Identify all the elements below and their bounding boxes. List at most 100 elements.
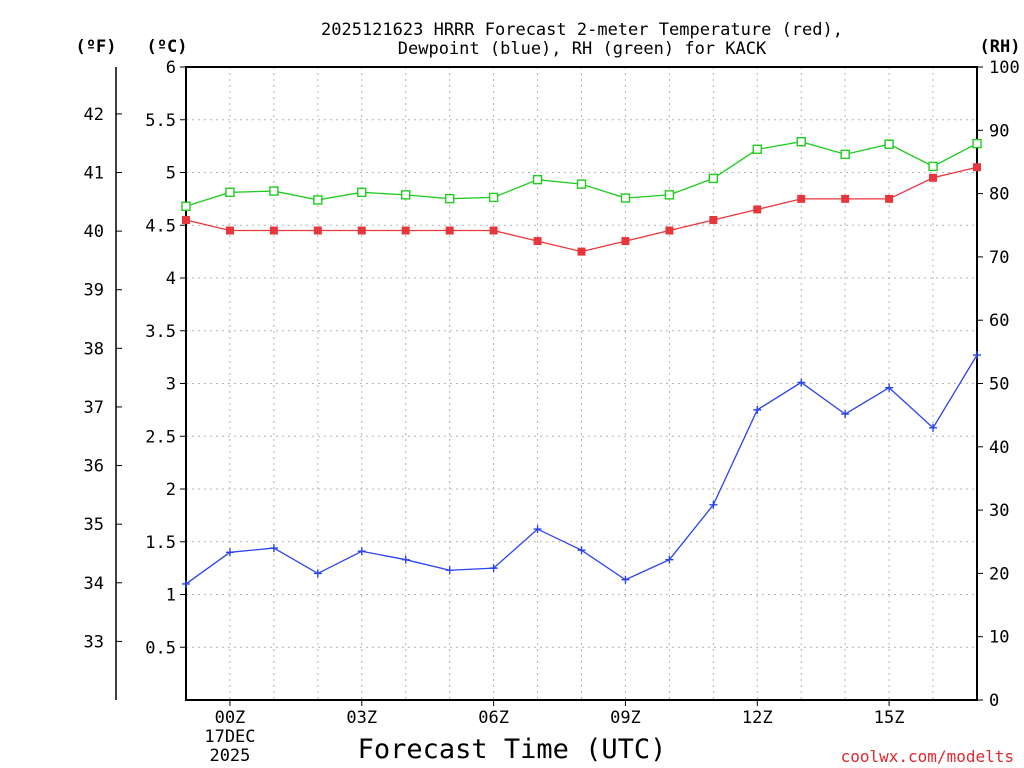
dewpoint-point xyxy=(533,525,542,534)
celsius-tick-label: 4.5 xyxy=(145,216,176,236)
dewpoint-point xyxy=(357,547,366,556)
x-date-label: 17DEC xyxy=(204,727,255,747)
rh-tick-label: 0 xyxy=(989,691,999,711)
dewpoint-point xyxy=(489,564,498,573)
celsius-tick-label: 3 xyxy=(166,375,176,395)
dewpoint-point xyxy=(401,555,410,564)
temperature-point xyxy=(269,226,278,235)
temperature-point xyxy=(225,226,234,235)
fahrenheit-unit-label: (ºF) xyxy=(76,37,117,57)
rh-point xyxy=(444,193,455,204)
temperature-point xyxy=(533,237,542,246)
fahrenheit-tick-label: 39 xyxy=(84,281,104,301)
series-rh xyxy=(181,136,982,211)
rh-point xyxy=(401,190,411,200)
watermark: coolwx.com/modelts xyxy=(841,747,1014,766)
dewpoint-point xyxy=(269,544,278,553)
rh-point xyxy=(840,149,850,160)
rh-tick-label: 70 xyxy=(989,248,1009,268)
fahrenheit-tick-label: 42 xyxy=(84,105,104,125)
celsius-tick-label: 0.5 xyxy=(145,638,176,658)
dewpoint-point xyxy=(929,423,938,432)
rh-point xyxy=(752,144,762,154)
rh-point xyxy=(620,193,631,203)
fahrenheit-tick-label: 38 xyxy=(84,339,104,359)
rh-tick-label: 20 xyxy=(989,564,1009,584)
fahrenheit-tick-label: 40 xyxy=(84,222,104,242)
fahrenheit-tick-label: 35 xyxy=(84,515,104,535)
celsius-tick-label: 5.5 xyxy=(145,111,176,131)
rh-point xyxy=(664,190,675,200)
chart-title-line-1: 2025121623 HRRR Forecast 2-meter Tempera… xyxy=(321,20,843,40)
temperature-point xyxy=(885,194,894,203)
x-tick-label: 15Z xyxy=(874,708,905,728)
temperature-point xyxy=(709,215,718,224)
temperature-point xyxy=(577,247,586,256)
fahrenheit-tick-label: 33 xyxy=(84,632,104,652)
x-axis-label: Forecast Time (UTC) xyxy=(358,734,667,765)
data-series xyxy=(181,136,982,588)
rh-point xyxy=(488,192,499,203)
x-tick-label: 06Z xyxy=(478,708,509,728)
rh-point xyxy=(576,179,587,189)
rh-tick-label: 100 xyxy=(989,58,1020,78)
series-dewpoint xyxy=(182,351,981,588)
temperature-point xyxy=(753,205,762,214)
dewpoint-point xyxy=(577,546,586,555)
rh-unit-label: (RH) xyxy=(980,37,1021,57)
rh-point xyxy=(884,139,894,149)
x-tick-label: 12Z xyxy=(742,708,773,728)
dewpoint-point xyxy=(621,575,630,584)
fahrenheit-tick-label: 37 xyxy=(84,398,104,418)
dewpoint-point xyxy=(797,378,806,387)
rh-tick-label: 90 xyxy=(989,121,1009,141)
celsius-tick-label: 2.5 xyxy=(145,427,176,447)
celsius-tick-label: 2 xyxy=(166,480,176,500)
x-tick-label: 00Z xyxy=(215,708,246,728)
dewpoint-point xyxy=(841,410,850,419)
rh-tick-label: 60 xyxy=(989,311,1009,331)
temperature-point xyxy=(973,163,981,172)
temperature-point xyxy=(841,194,850,203)
temperature-point xyxy=(313,226,322,235)
rh-point xyxy=(225,187,235,198)
celsius-tick-label: 6 xyxy=(166,58,176,78)
axes: 0.5 1 1.5 2 2.5 3 3.5 4 4.5 5 5.5 6 33 34 35 36 37 38 39 40… xyxy=(84,58,1020,766)
rh-point xyxy=(928,161,938,172)
dewpoint-point xyxy=(709,500,718,509)
temperature-point xyxy=(401,226,410,235)
rh-point xyxy=(269,186,279,196)
rh-point xyxy=(532,174,543,185)
celsius-tick-label: 1.5 xyxy=(145,533,176,553)
dewpoint-point xyxy=(885,383,894,392)
dewpoint-point xyxy=(445,566,454,575)
rh-tick-label: 80 xyxy=(989,185,1009,205)
dewpoint-point xyxy=(753,405,762,414)
fahrenheit-tick-label: 36 xyxy=(84,457,104,477)
temperature-point xyxy=(797,194,806,203)
rh-tick-label: 30 xyxy=(989,501,1009,521)
dewpoint-point xyxy=(182,579,190,588)
temperature-point xyxy=(621,237,630,246)
rh-point xyxy=(972,138,982,149)
x-tick-label: 09Z xyxy=(610,708,641,728)
rh-point xyxy=(796,136,806,147)
rh-tick-label: 40 xyxy=(989,438,1009,458)
rh-tick-label: 50 xyxy=(989,375,1009,395)
grid-lines xyxy=(186,66,978,700)
fahrenheit-tick-label: 34 xyxy=(84,574,104,594)
x-date-label: 2025 xyxy=(209,746,250,766)
celsius-tick-label: 3.5 xyxy=(145,322,176,342)
fahrenheit-tick-label: 41 xyxy=(84,164,104,184)
celsius-tick-label: 1 xyxy=(166,586,176,606)
dewpoint-point xyxy=(973,351,981,360)
chart-title-line-2: Dewpoint (blue), RH (green) for KACK xyxy=(398,39,767,59)
temperature-point xyxy=(489,226,498,235)
temperature-point xyxy=(929,173,938,182)
dewpoint-point xyxy=(665,555,674,564)
temperature-point xyxy=(182,215,190,224)
rh-point xyxy=(357,187,367,198)
rh-point xyxy=(313,195,323,205)
rh-point xyxy=(708,173,719,184)
